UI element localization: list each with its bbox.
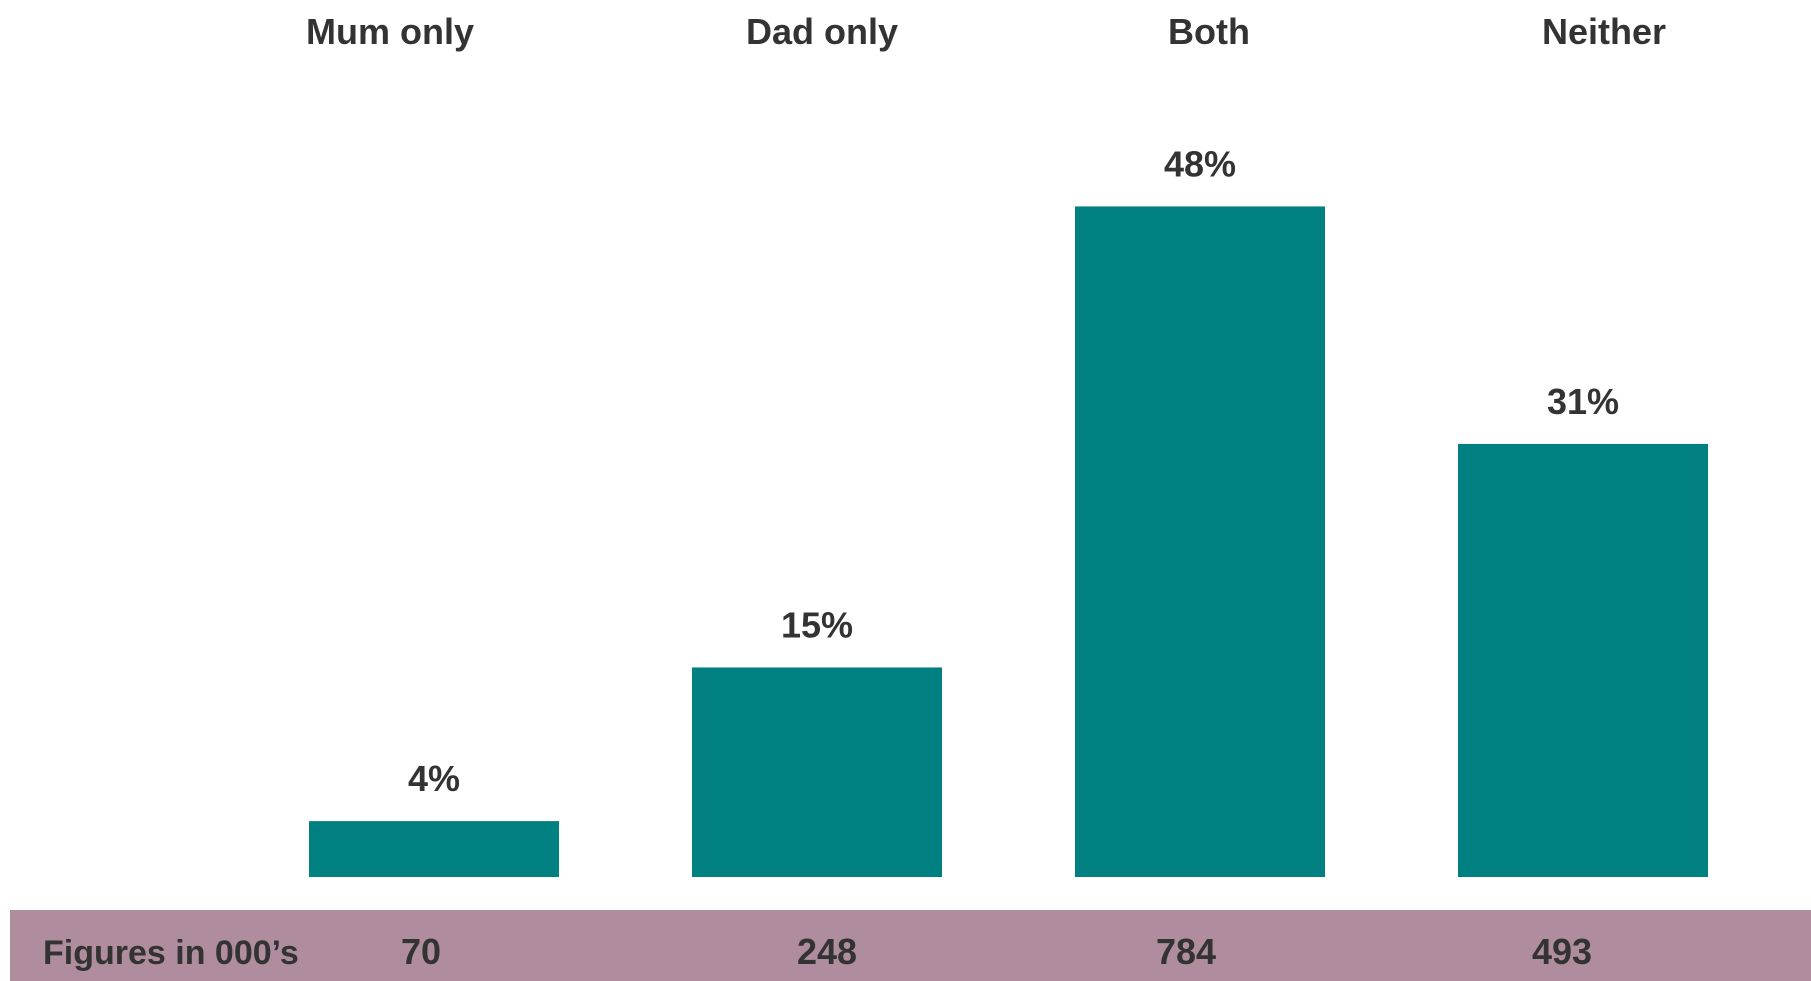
value-label: 31% (1547, 381, 1619, 422)
category-label: Mum only (306, 11, 474, 52)
figures-band (10, 910, 1811, 981)
figures-value: 70 (401, 931, 441, 972)
bar (1458, 443, 1708, 877)
category-labels: Mum only Dad only Both Neither (306, 11, 1666, 52)
bar (692, 667, 942, 877)
value-label: 4% (408, 758, 460, 799)
bar (1075, 206, 1325, 877)
bar (309, 821, 559, 877)
category-label: Dad only (746, 11, 898, 52)
value-labels: 4% 15% 48% 31% (408, 143, 1619, 799)
figures-label: Figures in 000’s (43, 934, 299, 972)
value-label: 15% (781, 604, 853, 645)
value-label: 48% (1164, 143, 1236, 184)
figures-value: 248 (797, 931, 857, 972)
category-label: Neither (1542, 11, 1666, 52)
figures-value: 784 (1156, 931, 1216, 972)
bars (309, 206, 1708, 877)
category-label: Both (1168, 11, 1250, 52)
figures-values: 70 248 784 493 (401, 931, 1592, 972)
figures-value: 493 (1532, 931, 1592, 972)
